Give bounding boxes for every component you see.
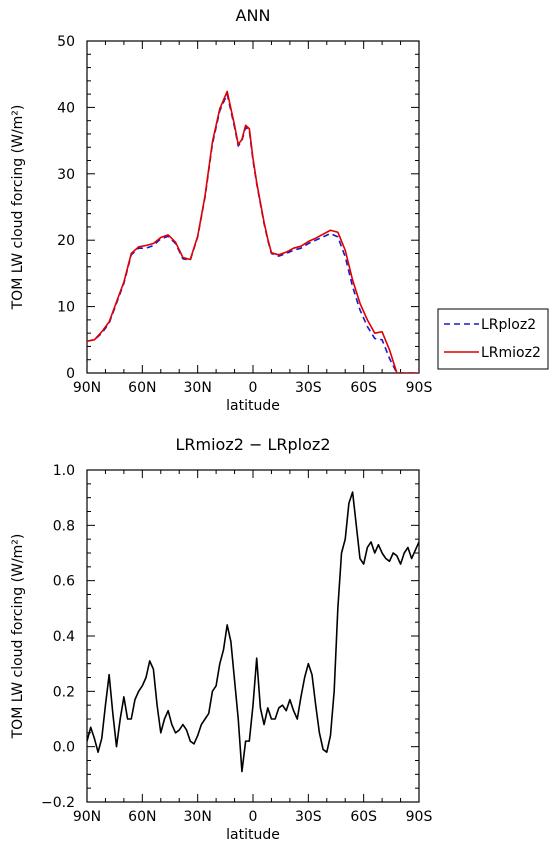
series-line-LRmioz2 [87,90,419,373]
y-tick-label: 1.0 [53,463,75,479]
series-line-LRploz2 [87,93,419,373]
y-tick-label: 0.2 [53,684,75,700]
x-tick-label: 60N [128,809,156,825]
y-tick-label: 0.6 [53,574,75,590]
y-axis-label: TOM LW cloud forcing (W/m²) [10,105,26,311]
series-line-difference [87,491,419,773]
y-tick-label: 10 [57,300,75,316]
y-axis-label: TOM LW cloud forcing (W/m²) [10,534,26,740]
y-tick-label: 0.8 [53,518,75,534]
y-tick-label: 50 [57,34,75,50]
plot-frame [86,469,420,803]
x-tick-label: 90N [73,380,101,396]
x-tick-label: 30S [295,809,322,825]
y-tick-label: 0.0 [53,740,75,756]
legend-entry-LRmioz2: LRmioz2 [481,345,541,361]
chart-title: ANN [236,6,271,25]
y-tick-label: 0.4 [53,629,75,645]
y-tick-label: 20 [57,233,75,249]
legend: LRploz2 LRmioz2 [437,308,549,370]
x-tick-label: 30S [295,380,322,396]
y-tick-label: 30 [57,167,75,183]
x-tick-label: 60S [350,809,377,825]
top-panel: 90N 60N 30N 0 30S 60S 90S 0 10 20 30 40 50 ANN latitud… [10,6,432,414]
chart-title: LRmioz2 − LRploz2 [175,435,330,454]
x-tick-label: 60S [350,380,377,396]
legend-box [437,308,549,370]
bottom-panel: 90N 60N 30N 0 30S 60S 90S −0.2 0.0 0.2 0.4 0.6 0.8 1.… [10,435,432,843]
y-tick-label: 0 [66,366,75,382]
x-tick-label: 90N [73,809,101,825]
x-tick-label: 0 [249,380,258,396]
x-tick-label: 90S [406,809,433,825]
x-tick-label: 30N [184,380,212,396]
x-tick-label: 90S [406,380,433,396]
y-tick-label: 40 [57,100,75,116]
x-tick-label: 30N [184,809,212,825]
x-axis-label: latitude [226,827,280,843]
y-tick-label: −0.2 [41,795,75,811]
x-tick-label: 0 [249,809,258,825]
legend-entry-LRploz2: LRploz2 [481,317,536,333]
x-tick-label: 60N [128,380,156,396]
x-axis-label: latitude [226,398,280,414]
